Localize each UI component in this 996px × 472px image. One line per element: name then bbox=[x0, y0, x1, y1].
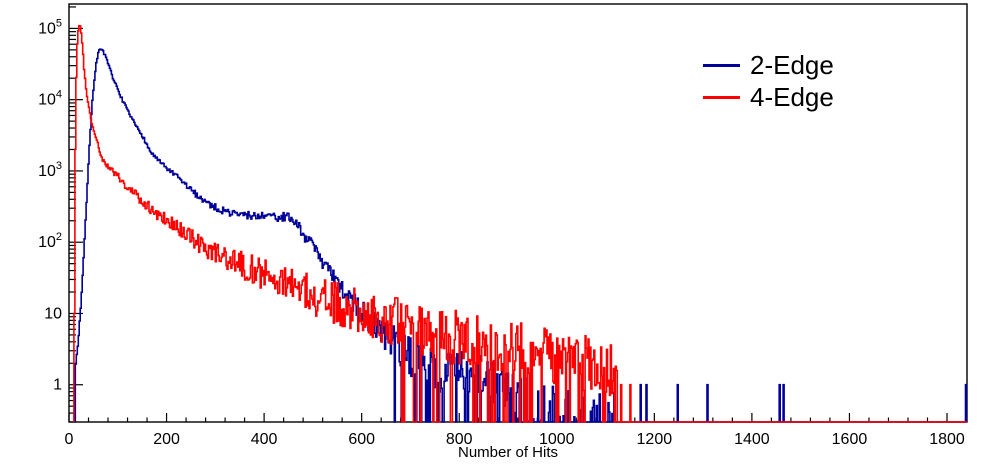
svg-text:105: 105 bbox=[38, 17, 62, 37]
svg-text:1: 1 bbox=[53, 377, 62, 394]
legend-line-4edge-icon bbox=[703, 95, 740, 99]
svg-text:1000: 1000 bbox=[539, 431, 575, 448]
svg-text:102: 102 bbox=[38, 231, 62, 251]
svg-text:10: 10 bbox=[44, 305, 62, 322]
legend: 2-Edge 4-Edge bbox=[703, 49, 834, 113]
x-axis-title: Number of Hits bbox=[457, 444, 559, 461]
svg-text:1800: 1800 bbox=[929, 431, 965, 448]
svg-text:600: 600 bbox=[348, 431, 375, 448]
legend-line-2edge-icon bbox=[703, 63, 740, 67]
svg-text:1200: 1200 bbox=[637, 431, 673, 448]
legend-item-4edge: 4-Edge bbox=[703, 81, 834, 113]
svg-text:103: 103 bbox=[38, 160, 62, 180]
legend-label-2edge: 2-Edge bbox=[750, 50, 834, 80]
svg-text:800: 800 bbox=[446, 431, 473, 448]
svg-text:200: 200 bbox=[153, 431, 180, 448]
svg-text:400: 400 bbox=[251, 431, 278, 448]
legend-item-2edge: 2-Edge bbox=[703, 49, 834, 81]
svg-text:1600: 1600 bbox=[832, 431, 868, 448]
legend-label-4edge: 4-Edge bbox=[750, 82, 834, 112]
svg-text:104: 104 bbox=[38, 89, 62, 109]
svg-text:0: 0 bbox=[65, 431, 74, 448]
svg-text:1400: 1400 bbox=[734, 431, 770, 448]
